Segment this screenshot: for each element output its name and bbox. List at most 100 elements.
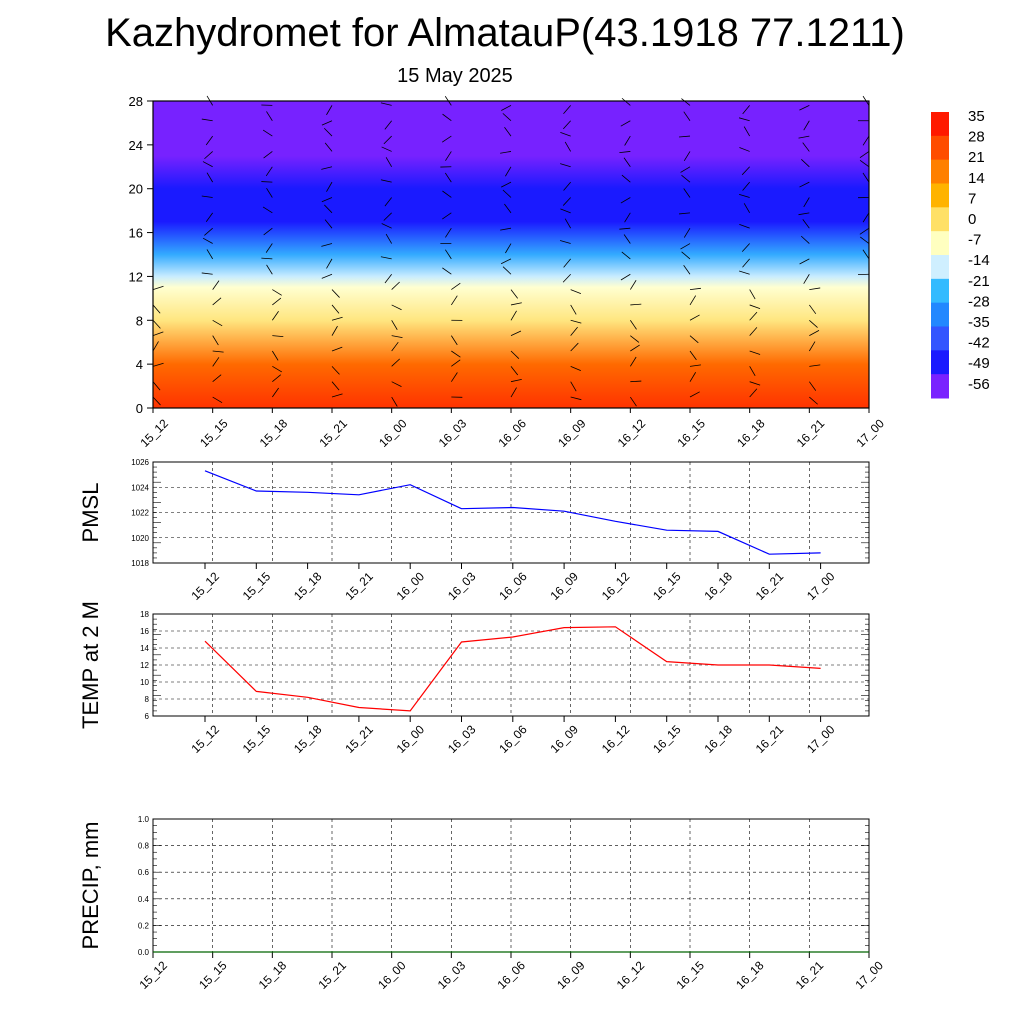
wind-barb bbox=[563, 105, 571, 114]
wind-barb bbox=[742, 105, 750, 115]
x-tick-label: 15_15 bbox=[240, 722, 274, 756]
wind-barb bbox=[570, 289, 582, 295]
wind-barb bbox=[510, 350, 520, 359]
wind-barb bbox=[510, 378, 522, 383]
wind-barb bbox=[679, 135, 691, 138]
colorbar-label: -21 bbox=[968, 273, 990, 290]
wind-barb bbox=[385, 157, 393, 167]
wind-barb bbox=[629, 280, 637, 290]
wind-barb bbox=[799, 105, 810, 111]
x-tick-label: 17_00 bbox=[804, 722, 838, 756]
y-tick-label: 0.6 bbox=[138, 868, 150, 877]
wind-barb bbox=[212, 319, 223, 327]
x-tick-label: 16_15 bbox=[673, 958, 707, 992]
wind-barb bbox=[570, 381, 577, 392]
colorbar-segment bbox=[931, 112, 949, 137]
wind-barb bbox=[391, 320, 398, 330]
wind-barb bbox=[326, 258, 333, 269]
wind-barb bbox=[501, 105, 512, 111]
wind-barb bbox=[321, 197, 333, 203]
wind-barb bbox=[739, 270, 750, 275]
wind-barb bbox=[739, 224, 750, 229]
wind-barb bbox=[202, 161, 213, 168]
wind-barb bbox=[741, 243, 750, 252]
x-tick-label: 16_15 bbox=[650, 569, 684, 603]
wind-barb bbox=[451, 350, 461, 358]
wind-barb bbox=[331, 316, 343, 321]
wind-barb bbox=[620, 197, 631, 204]
wind-barb bbox=[331, 304, 340, 314]
y-tick-label: 1022 bbox=[131, 509, 149, 518]
wind-barb bbox=[383, 135, 392, 145]
wind-barb bbox=[749, 388, 758, 398]
wind-barb bbox=[502, 113, 512, 122]
x-tick-label: 16_09 bbox=[554, 958, 588, 992]
colorbar-segment bbox=[931, 135, 949, 161]
wind-barb bbox=[212, 357, 220, 367]
wind-barb bbox=[331, 381, 340, 391]
wind-barb bbox=[385, 233, 393, 244]
wind-barb bbox=[445, 249, 452, 260]
y-axis-label: TEMP at 2 M bbox=[78, 601, 103, 729]
x-tick-label: 16_15 bbox=[674, 416, 708, 450]
wind-barb bbox=[206, 249, 214, 260]
wind-barb bbox=[630, 335, 640, 343]
x-tick-label: 15_18 bbox=[291, 569, 325, 603]
wind-barb bbox=[809, 330, 820, 336]
y-tick-label: 1024 bbox=[131, 483, 149, 492]
x-tick-label: 16_09 bbox=[548, 722, 582, 756]
wind-barb bbox=[859, 151, 870, 159]
y-tick-label: 0 bbox=[136, 401, 143, 416]
wind-barb bbox=[201, 272, 213, 275]
wind-barb bbox=[442, 190, 452, 198]
wind-barb bbox=[381, 223, 392, 229]
colorbar-label: 7 bbox=[968, 190, 976, 207]
colorbar-segment bbox=[931, 183, 949, 208]
wind-barb bbox=[331, 325, 338, 336]
wind-barb bbox=[384, 197, 392, 207]
y-tick-label: 28 bbox=[129, 94, 143, 109]
x-tick-label: 16_12 bbox=[599, 722, 633, 756]
x-tick-label: 15_15 bbox=[196, 958, 230, 992]
x-tick-label: 16_03 bbox=[445, 569, 479, 603]
x-tick-label: 16_03 bbox=[436, 416, 470, 450]
x-tick-label: 16_15 bbox=[650, 722, 684, 756]
wind-barb bbox=[862, 135, 870, 146]
wind-barb bbox=[689, 314, 700, 321]
wind-barb bbox=[502, 189, 512, 198]
wind-barb bbox=[262, 206, 273, 214]
wind-barb bbox=[152, 285, 164, 290]
wind-barb bbox=[623, 234, 631, 244]
x-tick-label: 17_00 bbox=[853, 416, 887, 450]
wind-barb bbox=[803, 274, 810, 284]
wind-barb bbox=[265, 243, 273, 253]
page-subtitle: 15 May 2025 bbox=[397, 65, 513, 87]
wind-barb bbox=[683, 111, 691, 121]
wind-barb bbox=[445, 151, 452, 161]
colorbar-label: 21 bbox=[968, 149, 985, 166]
wind-barb bbox=[205, 135, 213, 146]
wind-barb bbox=[152, 396, 161, 406]
x-tick-label: 16_00 bbox=[394, 722, 428, 756]
wind-barb bbox=[623, 157, 631, 168]
wind-barb bbox=[331, 346, 343, 352]
wind-barb bbox=[859, 160, 870, 168]
wind-barb bbox=[630, 396, 637, 407]
wind-barb bbox=[563, 181, 571, 191]
x-tick-label: 16_12 bbox=[615, 416, 649, 450]
x-tick-label: 16_00 bbox=[394, 569, 428, 603]
wind-barb bbox=[689, 295, 697, 306]
wind-barb bbox=[862, 212, 870, 223]
wind-barb bbox=[261, 257, 273, 260]
wind-barb bbox=[742, 181, 750, 191]
wind-barb bbox=[630, 320, 637, 330]
wind-barb bbox=[212, 396, 223, 404]
y-tick-label: 20 bbox=[129, 182, 143, 197]
wind-barb bbox=[262, 129, 273, 137]
wind-barb bbox=[510, 387, 517, 398]
wind-barb bbox=[391, 281, 400, 290]
wind-barb bbox=[680, 166, 691, 173]
wind-barb bbox=[680, 243, 691, 250]
wind-barb bbox=[683, 265, 691, 275]
y-tick-label: 8 bbox=[136, 313, 143, 328]
